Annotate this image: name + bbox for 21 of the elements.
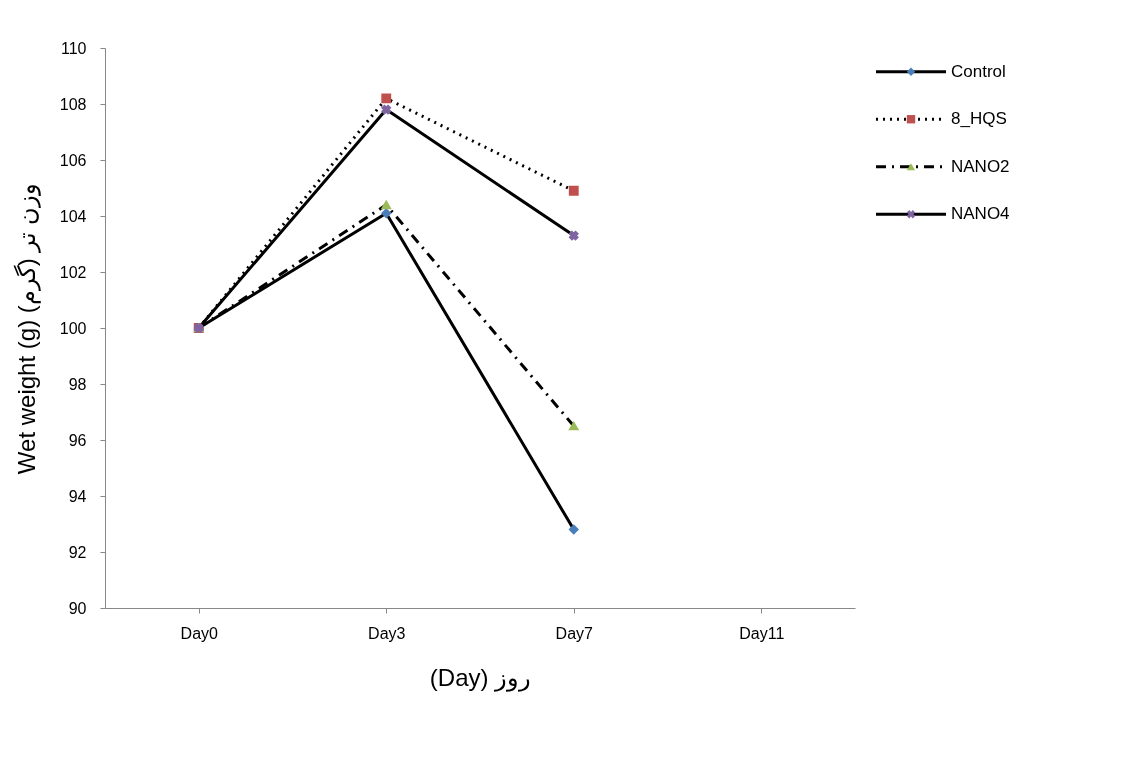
y-tick-label: 100 [59, 319, 87, 337]
x-tick-label: Day3 [368, 624, 406, 642]
y-axis-title: Wet weight (g) وزن تر (گرم) [12, 182, 41, 475]
y-tick-label: 90 [68, 599, 87, 617]
x-tick-label: Day0 [180, 624, 219, 642]
legend-label: 8_HQS [951, 109, 1007, 129]
y-tick-label: 106 [59, 151, 87, 169]
legend-label: Control [951, 61, 1006, 81]
y-tick-label: 96 [68, 431, 87, 449]
x-axis-title: (Day) روز [429, 663, 532, 692]
y-tick-label: 104 [59, 207, 87, 225]
legend-label: NANO2 [951, 156, 1010, 176]
y-tick-label: 92 [68, 543, 87, 561]
x-tick-label: Day7 [555, 624, 594, 642]
legend-label: NANO4 [951, 204, 1010, 224]
x-tick-label: Day11 [739, 624, 785, 642]
y-tick-label: 102 [59, 263, 87, 281]
y-tick-label: 94 [68, 487, 87, 505]
y-tick-label: 110 [60, 39, 87, 57]
y-tick-label: 98 [68, 375, 87, 393]
y-tick-label: 108 [59, 95, 87, 113]
